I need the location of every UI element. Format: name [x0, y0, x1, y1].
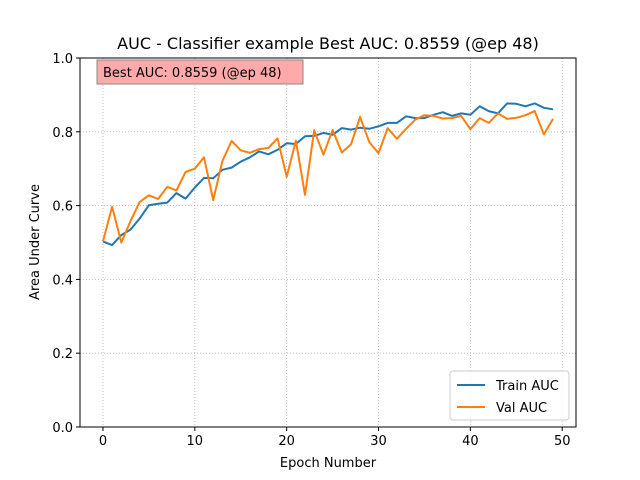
y-axis-label: Area Under Curve — [28, 184, 43, 300]
chart-title: AUC - Classifier example Best AUC: 0.855… — [117, 34, 539, 53]
annotation-box — [96, 59, 304, 85]
x-tick-label: 50 — [554, 434, 571, 449]
x-tick-label: 40 — [462, 434, 479, 449]
x-tick-label: 30 — [370, 434, 387, 449]
y-tick-label: 0.2 — [52, 347, 73, 362]
x-tick-label: 10 — [187, 434, 204, 449]
plot-area-frame — [79, 57, 577, 428]
legend-val-label: Val AUC — [496, 401, 547, 416]
x-tick-label: 0 — [99, 434, 107, 449]
axis-ticks: 0 10 20 30 40 50 0.0 0.2 0.4 0.6 0.8 1.0 — [52, 52, 570, 449]
y-tick-label: 0.6 — [52, 200, 73, 215]
plot-series — [102, 102, 554, 247]
annotation-text: Best AUC: 0.8559 (@ep 48) — [103, 66, 282, 81]
y-tick-label: 0.0 — [52, 421, 73, 436]
val-auc-line — [102, 110, 554, 244]
y-tick-label: 0.8 — [52, 126, 73, 141]
legend: Train AUC Val AUC — [449, 370, 570, 421]
best-auc-annotation: Best AUC: 0.8559 (@ep 48) — [96, 59, 304, 85]
y-tick-label: 1.0 — [52, 52, 73, 67]
y-tick-label: 0.4 — [52, 273, 73, 288]
train-auc-line — [102, 102, 554, 247]
x-tick-label: 20 — [278, 434, 295, 449]
x-axis-label: Epoch Number — [280, 456, 377, 471]
legend-train-label: Train AUC — [495, 379, 559, 394]
